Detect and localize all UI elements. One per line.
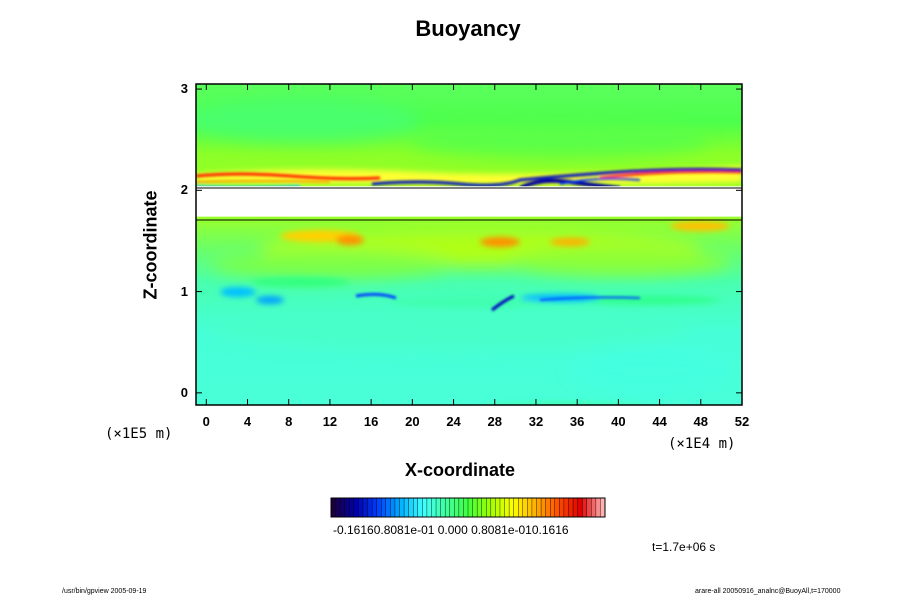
colorbar-swatch	[449, 497, 455, 518]
x-tick-label: 48	[693, 414, 709, 429]
colorbar-swatch	[353, 497, 359, 518]
colorbar-swatch	[490, 497, 496, 518]
x-tick-label: 16	[363, 414, 379, 429]
colorbar-swatch	[545, 497, 551, 518]
colorbar-swatch	[586, 497, 592, 518]
colorbar-swatch	[499, 497, 506, 518]
colorbar-swatch	[422, 497, 428, 518]
colorbar-swatch	[417, 497, 423, 518]
colorbar-swatch	[536, 497, 542, 518]
colorbar-swatch	[595, 497, 601, 518]
chart-title: Buoyancy	[415, 16, 521, 41]
y-tick-label: 1	[180, 283, 188, 299]
time-label: t=1.7e+06 s	[652, 540, 716, 554]
x-axis-label: X-coordinate	[405, 460, 516, 480]
colorbar-swatch	[554, 497, 560, 518]
colorbar-swatch	[486, 497, 492, 518]
colorbar-swatch	[426, 497, 432, 518]
colorbar-swatch	[518, 497, 524, 518]
x-tick-label: 52	[734, 414, 750, 429]
colorbar-swatch	[472, 497, 478, 518]
colorbar-swatch	[435, 497, 442, 518]
colorbar-swatch	[504, 497, 510, 518]
colorbar-swatch	[330, 497, 337, 518]
colorbar-swatch	[550, 497, 556, 518]
colorbar-swatch	[454, 497, 460, 518]
colorbar	[330, 497, 606, 518]
colorbar-swatch	[431, 497, 437, 518]
colorbar-tick-labels: -0.16160.8081e-01 0.000 0.8081e-010.1616	[333, 523, 569, 537]
y-tick-label: 2	[180, 182, 188, 198]
colorbar-swatch	[476, 497, 483, 518]
plot-frame	[195, 83, 743, 406]
masked-band	[196, 186, 742, 217]
colorbar-swatch	[559, 497, 565, 518]
x-tick-label: 32	[528, 414, 544, 429]
colorbar-swatch	[394, 497, 400, 518]
footer-left: /usr/bin/gpview 2005-09-19	[62, 588, 147, 595]
x-tick-label: 12	[322, 414, 338, 429]
colorbar-swatch	[591, 497, 597, 518]
buoyancy-field	[196, 84, 742, 405]
colorbar-swatch	[481, 497, 487, 518]
colorbar-swatch	[563, 497, 569, 518]
x-tick-label: 28	[487, 414, 502, 429]
x-unit-label: (×1E4 m)	[668, 436, 736, 452]
x-tick-label: 40	[611, 414, 626, 429]
x-tick-label: 4	[243, 414, 252, 429]
x-tick-label: 24	[446, 414, 461, 429]
y-tick-label: 0	[180, 384, 188, 400]
colorbar-swatch	[531, 497, 538, 518]
y-axis-label: Z-coordinate	[140, 190, 161, 300]
colorbar-swatch	[390, 497, 396, 518]
y-tick-label: 3	[180, 81, 188, 97]
colorbar-swatch	[467, 497, 474, 518]
colorbar-swatch	[463, 497, 469, 518]
colorbar-swatch	[381, 497, 387, 518]
footer-right: arare-all 20050916_analnc@BuoyAll,t=1700…	[695, 588, 841, 595]
colorbar-swatch	[513, 497, 519, 518]
colorbar-swatch	[522, 497, 528, 518]
colorbar-swatch	[403, 497, 410, 518]
x-tick-label: 20	[405, 414, 420, 429]
x-tick-label: 36	[569, 414, 585, 429]
colorbar-swatch	[572, 497, 579, 518]
colorbar-swatch	[335, 497, 341, 518]
colorbar-swatch	[568, 497, 574, 518]
colorbar-swatch	[458, 497, 464, 518]
colorbar-swatch	[344, 497, 350, 518]
colorbar-swatch	[527, 497, 533, 518]
colorbar-swatch	[413, 497, 419, 518]
colorbar-frame	[330, 497, 606, 518]
colorbar-swatch	[408, 497, 414, 518]
colorbar-swatch	[495, 497, 501, 518]
colorbar-swatch	[440, 497, 446, 518]
colorbar-swatch	[540, 497, 547, 518]
colorbar-swatch	[349, 497, 355, 518]
x-tick-label: 8	[285, 414, 293, 429]
colorbar-swatch	[444, 497, 451, 518]
colorbar-swatch	[367, 497, 373, 518]
colorbar-swatch	[577, 497, 583, 518]
colorbar-swatch	[508, 497, 515, 518]
y-unit-label: (×1E5 m)	[105, 426, 173, 442]
colorbar-swatch	[385, 497, 391, 518]
colorbar-swatch	[362, 497, 369, 518]
colorbar-swatch	[399, 497, 405, 518]
colorbar-swatch	[371, 497, 378, 518]
colorbar-swatch	[581, 497, 588, 518]
colorbar-swatch	[339, 497, 346, 518]
colorbar-swatch	[358, 497, 364, 518]
x-tick-label: 0	[202, 414, 210, 429]
x-tick-label: 44	[652, 414, 667, 429]
colorbar-swatch	[376, 497, 382, 518]
